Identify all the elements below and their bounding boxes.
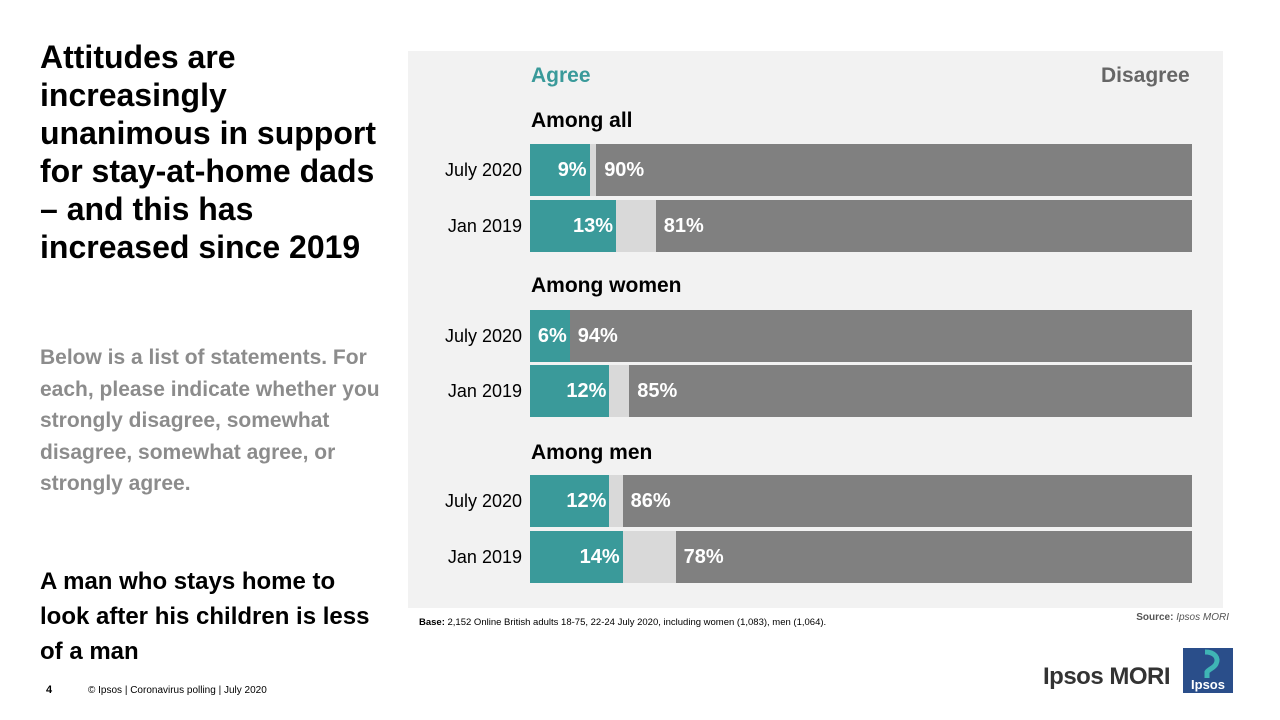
legend-agree: Agree [531,64,591,87]
bar-neutral-segment [589,144,597,196]
legend-disagree: Disagree [1101,64,1190,87]
bar-row: 12% 85% [530,365,1192,417]
bar-row: 13% 81% [530,200,1192,252]
bar-agree-segment [530,200,617,252]
disagree-value-label: 85% [637,380,678,402]
base-note: Base: 2,152 Online British adults 18-75,… [419,617,826,628]
ipsos-logo-icon: Ipsos [1183,648,1233,693]
intro-text: Below is a list of statements. For each,… [40,346,380,495]
row-label: Jan 2019 [447,547,522,567]
row-label: Jan 2019 [447,381,522,401]
row-label: Jan 2019 [447,216,522,236]
bar-agree-segment [530,475,610,527]
bar-disagree-segment [596,144,1192,196]
bar-agree-segment [530,365,610,417]
disagree-value-label: 86% [630,490,671,512]
disagree-value-label: 78% [683,546,724,568]
bar-agree-segment [530,144,590,196]
group-title: Among women [531,274,682,297]
agree-value-label: 14% [579,546,620,568]
row-label: July 2020 [444,160,522,180]
bar-disagree-segment [569,310,1192,362]
base-text: 2,152 Online British adults 18-75, 22-24… [444,617,827,628]
agree-value-label: 9% [557,159,587,181]
bar-row: 12% 86% [530,475,1192,527]
group-title: Among men [531,441,653,464]
bar-disagree-segment [622,475,1192,527]
source-label: Source: [1136,612,1174,623]
statement-text: A man who stays home to look after his c… [40,568,370,665]
bar-agree-segment [530,531,623,583]
bar-neutral-segment [616,200,656,252]
page-number: 4 [46,684,53,696]
bar-disagree-segment [655,200,1192,252]
agree-value-label: 12% [566,490,607,512]
bar-neutral-segment [609,365,630,417]
bar-disagree-segment [629,365,1192,417]
bar-neutral-segment [622,531,676,583]
disagree-value-label: 90% [604,159,645,181]
agree-value-label: 13% [573,215,614,237]
agree-value-label: 12% [566,380,607,402]
group-title: Among all [531,109,633,132]
slide-title: Attitudes are increasingly unanimous in … [40,39,376,265]
base-label: Base: [419,617,445,628]
footer-text: © Ipsos | Coronavirus polling | July 202… [88,685,267,696]
source-note: Source: Ipsos MORI [1136,612,1229,623]
bar-row: 14% 78% [530,531,1192,583]
row-label: July 2020 [444,326,522,346]
bar-row: 9% 90% [530,144,1192,196]
bar-agree-segment [530,310,570,362]
disagree-value-label: 94% [577,325,618,347]
logo-text: Ipsos [1191,677,1225,692]
disagree-value-label: 81% [663,215,704,237]
agree-value-label: 6% [537,325,567,347]
source-text: Ipsos MORI [1173,612,1229,623]
bar-disagree-segment [675,531,1192,583]
brand-wordmark: Ipsos MORI [1043,663,1171,690]
bar-row: 6% 94% [530,310,1192,362]
row-label: July 2020 [444,491,522,511]
bar-neutral-segment [609,475,623,527]
